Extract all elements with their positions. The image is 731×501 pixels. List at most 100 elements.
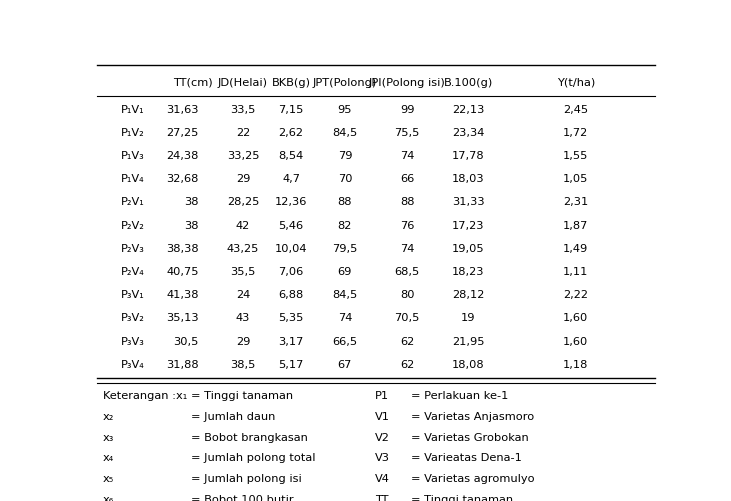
Text: V3: V3 [374,452,390,462]
Text: 18,08: 18,08 [452,359,485,369]
Text: 24: 24 [236,290,250,300]
Text: 74: 74 [338,313,352,323]
Text: x₆: x₆ [102,494,114,501]
Text: 22,13: 22,13 [452,105,485,115]
Text: 38: 38 [184,197,199,207]
Text: P₃V₁: P₃V₁ [121,290,144,300]
Text: 66: 66 [400,174,414,184]
Text: 24,38: 24,38 [167,151,199,161]
Text: 42: 42 [236,220,250,230]
Text: 62: 62 [400,336,414,346]
Text: = Tinggi tanaman: = Tinggi tanaman [412,494,514,501]
Text: 43: 43 [235,313,250,323]
Text: 31,33: 31,33 [452,197,485,207]
Text: 43,25: 43,25 [227,243,259,254]
Text: x₅: x₅ [102,473,114,483]
Text: 35,5: 35,5 [230,267,256,277]
Text: 95: 95 [338,105,352,115]
Text: 21,95: 21,95 [452,336,485,346]
Text: 79: 79 [338,151,352,161]
Text: 1,55: 1,55 [563,151,588,161]
Text: 84,5: 84,5 [333,128,357,138]
Text: V4: V4 [374,473,390,483]
Text: V2: V2 [374,432,390,441]
Text: = Jumlah polong isi: = Jumlah polong isi [191,473,301,483]
Text: TT: TT [374,494,388,501]
Text: 38: 38 [184,220,199,230]
Text: 22: 22 [236,128,250,138]
Text: 88: 88 [400,197,414,207]
Text: P₂V₁: P₂V₁ [121,197,144,207]
Text: P₃V₄: P₃V₄ [121,359,144,369]
Text: 23,34: 23,34 [452,128,485,138]
Text: 31,88: 31,88 [167,359,199,369]
Text: 82: 82 [338,220,352,230]
Text: 80: 80 [400,290,414,300]
Text: P₁V₁: P₁V₁ [121,105,144,115]
Text: P₁V₄: P₁V₄ [121,174,144,184]
Text: 38,5: 38,5 [230,359,256,369]
Text: 41,38: 41,38 [167,290,199,300]
Text: = Varietas agromulyo: = Varietas agromulyo [412,473,535,483]
Text: 12,36: 12,36 [275,197,307,207]
Text: x₂: x₂ [102,411,114,421]
Text: 2,62: 2,62 [279,128,303,138]
Text: 1,11: 1,11 [563,267,588,277]
Text: 29: 29 [235,336,250,346]
Text: 17,23: 17,23 [452,220,485,230]
Text: V1: V1 [374,411,390,421]
Text: 70,5: 70,5 [395,313,420,323]
Text: = Varietas Grobokan: = Varietas Grobokan [412,432,529,441]
Text: TT(cm): TT(cm) [173,78,213,88]
Text: 62: 62 [400,359,414,369]
Text: 1,72: 1,72 [563,128,588,138]
Text: 1,49: 1,49 [563,243,588,254]
Text: 1,87: 1,87 [563,220,588,230]
Text: JPT(Polong): JPT(Polong) [313,78,377,88]
Text: x₄: x₄ [102,452,114,462]
Text: 17,78: 17,78 [452,151,485,161]
Text: 40,75: 40,75 [167,267,199,277]
Text: x₃: x₃ [102,432,114,441]
Text: Y(t/ha): Y(t/ha) [556,78,595,88]
Text: = Jumlah polong total: = Jumlah polong total [191,452,315,462]
Text: 99: 99 [400,105,414,115]
Text: 4,7: 4,7 [282,174,300,184]
Text: P₁V₂: P₁V₂ [121,128,144,138]
Text: 5,35: 5,35 [279,313,304,323]
Text: 1,18: 1,18 [563,359,588,369]
Text: 10,04: 10,04 [275,243,307,254]
Text: 1,05: 1,05 [563,174,588,184]
Text: 74: 74 [400,243,414,254]
Text: 19,05: 19,05 [452,243,485,254]
Text: 32,68: 32,68 [167,174,199,184]
Text: 2,45: 2,45 [563,105,588,115]
Text: P₂V₂: P₂V₂ [121,220,145,230]
Text: = Varieatas Dena-1: = Varieatas Dena-1 [412,452,523,462]
Text: 69: 69 [338,267,352,277]
Text: 1,60: 1,60 [563,336,588,346]
Text: 8,54: 8,54 [279,151,303,161]
Text: 66,5: 66,5 [333,336,357,346]
Text: 28,25: 28,25 [227,197,259,207]
Text: = Tinggi tanaman: = Tinggi tanaman [191,390,292,400]
Text: P₃V₃: P₃V₃ [121,336,145,346]
Text: 7,06: 7,06 [279,267,303,277]
Text: 31,63: 31,63 [167,105,199,115]
Text: 18,23: 18,23 [452,267,485,277]
Text: 18,03: 18,03 [452,174,485,184]
Text: 74: 74 [400,151,414,161]
Text: = Bobot brangkasan: = Bobot brangkasan [191,432,308,441]
Text: B.100(g): B.100(g) [444,78,493,88]
Text: 19: 19 [461,313,475,323]
Text: 84,5: 84,5 [333,290,357,300]
Text: = Bobot 100 butir: = Bobot 100 butir [191,494,293,501]
Text: P₃V₂: P₃V₂ [121,313,145,323]
Text: P1: P1 [374,390,389,400]
Text: 3,17: 3,17 [279,336,304,346]
Text: = Varietas Anjasmoro: = Varietas Anjasmoro [412,411,534,421]
Text: 1,60: 1,60 [563,313,588,323]
Text: 5,46: 5,46 [279,220,303,230]
Text: 33,5: 33,5 [230,105,256,115]
Text: JD(Helai): JD(Helai) [218,78,268,88]
